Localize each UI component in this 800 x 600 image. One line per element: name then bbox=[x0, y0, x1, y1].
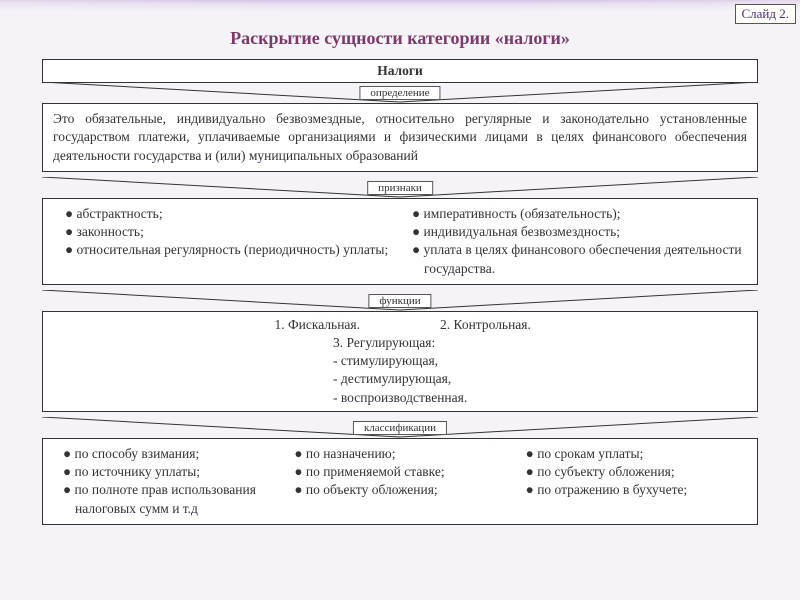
features-right-col: императивность (обязательность); индивид… bbox=[400, 203, 747, 280]
header-box: Налоги bbox=[42, 59, 758, 83]
functions-box: 1. Фискальная. 2. Контрольная. 3. Регули… bbox=[42, 311, 758, 412]
feature-item: императивность (обязательность); bbox=[412, 205, 743, 223]
slide-number-badge: Слайд 2. bbox=[735, 4, 797, 24]
function-3b: - дестимулирующая, bbox=[333, 370, 747, 388]
class-col-3: по срокам уплаты; по субъекту обложения;… bbox=[516, 443, 747, 520]
connector-label-functions: функции bbox=[368, 294, 431, 308]
classifications-box: по способу взимания; по источнику уплаты… bbox=[42, 438, 758, 525]
class-item: по применяемой ставке; bbox=[294, 463, 513, 481]
feature-item: относительная регулярность (периодичност… bbox=[65, 241, 396, 259]
feature-item: уплата в целях финансового обеспечения д… bbox=[412, 241, 743, 277]
class-col-1: по способу взимания; по источнику уплаты… bbox=[53, 443, 284, 520]
features-left-col: абстрактность; законность; относительная… bbox=[53, 203, 400, 280]
class-item: по назначению; bbox=[294, 445, 513, 463]
definition-box: Это обязательные, индивидуально безвозме… bbox=[42, 103, 758, 172]
class-item: по полноте прав использования налоговых … bbox=[63, 481, 282, 517]
connector-label-classifications: классификации bbox=[353, 421, 447, 435]
slide-content: Раскрытие сущности категории «налоги» На… bbox=[0, 0, 800, 535]
class-item: по источнику уплаты; bbox=[63, 463, 282, 481]
feature-item: абстрактность; bbox=[65, 205, 396, 223]
function-1: 1. Фискальная. bbox=[53, 316, 400, 334]
class-item: по отражению в бухучете; bbox=[526, 481, 745, 499]
class-item: по объекту обложения; bbox=[294, 481, 513, 499]
connector-1: определение bbox=[42, 83, 758, 103]
connector-label-features: признаки bbox=[367, 181, 433, 195]
function-2: 2. Контрольная. bbox=[400, 316, 747, 334]
class-item: по субъекту обложения; bbox=[526, 463, 745, 481]
class-col-2: по назначению; по применяемой ставке; по… bbox=[284, 443, 515, 520]
feature-item: индивидуальная безвозмездность; bbox=[412, 223, 743, 241]
connector-2: признаки bbox=[42, 178, 758, 198]
connector-label-definition: определение bbox=[359, 86, 440, 100]
feature-item: законность; bbox=[65, 223, 396, 241]
class-item: по срокам уплаты; bbox=[526, 445, 745, 463]
class-item: по способу взимания; bbox=[63, 445, 282, 463]
function-3a: - стимулирующая, bbox=[333, 352, 747, 370]
function-3c: - воспроизводственная. bbox=[333, 389, 747, 407]
features-box: абстрактность; законность; относительная… bbox=[42, 198, 758, 285]
page-title: Раскрытие сущности категории «налоги» bbox=[42, 28, 758, 49]
connector-3: функции bbox=[42, 291, 758, 311]
connector-4: классификации bbox=[42, 418, 758, 438]
function-3: 3. Регулирующая: bbox=[333, 334, 747, 352]
